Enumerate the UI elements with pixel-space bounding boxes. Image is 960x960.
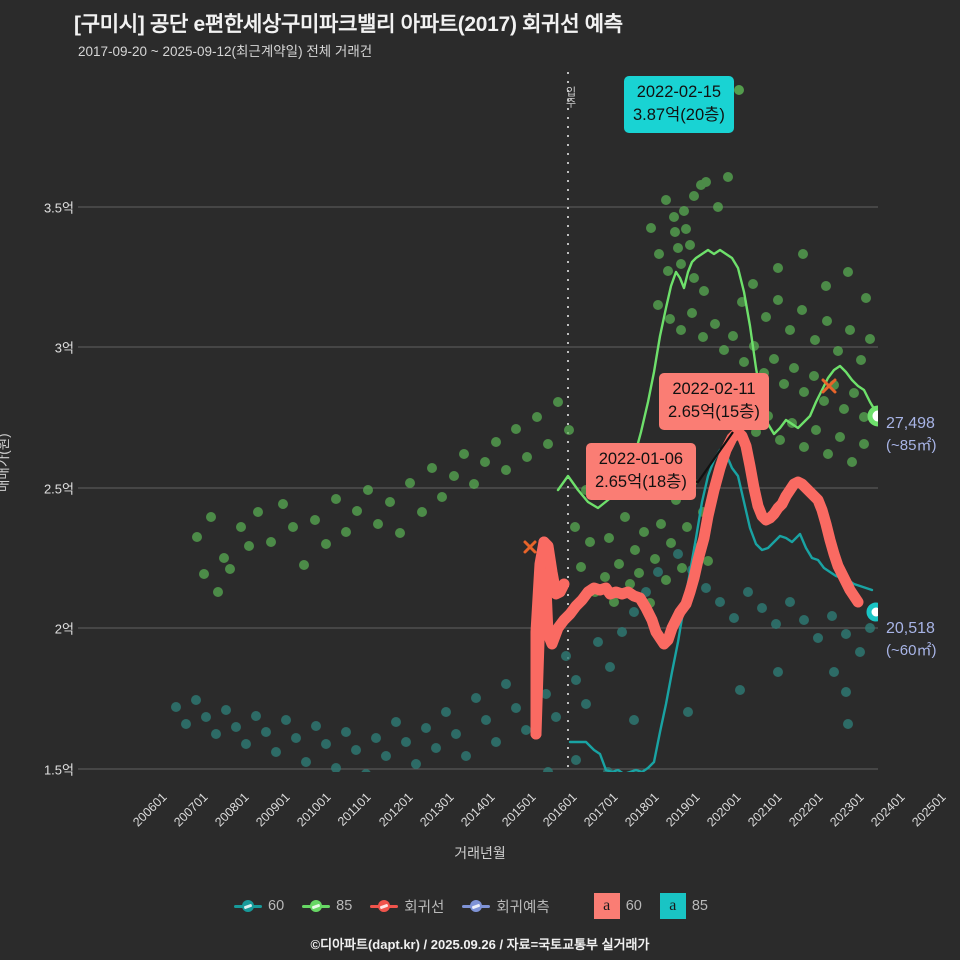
y-tick-1: 2억 — [54, 621, 74, 637]
regression-x-marker — [523, 378, 837, 554]
x-tick-15: 202101 — [745, 790, 785, 830]
x-tick-13: 201901 — [663, 790, 703, 830]
tooltip-regression-2-date: 2022-01-06 — [598, 450, 684, 468]
end-label-60-area: (~60㎡) — [886, 642, 937, 660]
x-tick-4: 201001 — [294, 790, 334, 830]
page-title: [구미시] 공단 e편한세상구미파크밸리 아파트(2017) 회귀선 예측 — [74, 13, 623, 36]
plot-area: 입주 — [78, 72, 878, 772]
line-dot-icon — [462, 898, 491, 914]
end-label-60: 20,518 (~60㎡) — [886, 617, 936, 662]
chart-canvas — [78, 72, 878, 772]
y-tick-3: 3억 — [54, 340, 74, 356]
annotation-swatch-60: a — [593, 893, 620, 919]
end-label-85: 27,498 (~85㎡) — [886, 412, 936, 457]
tooltip-regression-2-value: 2.65억(18층) — [595, 472, 687, 491]
end-label-85-value: 27,498 — [886, 415, 935, 432]
legend: 60 85 회귀선 회귀예측 a 60 a 85 — [0, 885, 960, 927]
x-tick-16: 202201 — [786, 790, 826, 830]
gridlines — [78, 206, 878, 770]
legend-item-annotation-85[interactable]: a 85 — [659, 893, 708, 919]
scatter-60 — [171, 549, 875, 772]
x-tick-12: 201801 — [622, 790, 662, 830]
annotation-swatch-85: a — [659, 893, 686, 919]
x-tick-11: 201701 — [581, 790, 621, 830]
x-tick-1: 200701 — [171, 790, 211, 830]
legend-item-85[interactable]: 85 — [302, 898, 352, 914]
tooltip-regression-1[interactable]: 2022-02-11 2.65억(15층) — [659, 373, 769, 430]
tooltip-regression-2[interactable]: 2022-01-06 2.65억(18층) — [586, 443, 696, 500]
x-axis-title: 거래년월 — [454, 845, 506, 861]
y-tick-0: 1.5억 — [43, 762, 74, 778]
x-tick-3: 200901 — [253, 790, 293, 830]
legend-item-regression-forecast[interactable]: 회귀예측 — [462, 896, 550, 917]
legend-label-60: 60 — [268, 898, 285, 914]
legend-item-regression[interactable]: 회귀선 — [370, 896, 444, 917]
legend-item-annotation-60[interactable]: a 60 — [593, 893, 642, 919]
page-subtitle: 2017-09-20 ~ 2025-09-12(최근계약일) 전체 거래건 — [78, 44, 373, 59]
x-tick-10: 201601 — [540, 790, 580, 830]
x-tick-0: 200601 — [130, 790, 170, 830]
x-axis: 200601 200701 200801 200901 201001 20110… — [0, 790, 960, 850]
end-dot-60 — [866, 602, 878, 622]
x-tick-19: 202501 — [909, 790, 949, 830]
x-tick-2: 200801 — [212, 790, 252, 830]
line-dot-icon — [234, 898, 263, 914]
legend-label-annotation-85: 85 — [691, 898, 708, 914]
line-dot-icon — [370, 898, 399, 914]
legend-item-60[interactable]: 60 — [234, 898, 284, 914]
line-dot-icon — [302, 898, 331, 914]
end-label-85-area: (~85㎡) — [886, 437, 937, 455]
x-tick-5: 201101 — [334, 790, 374, 829]
legend-label-85: 85 — [336, 898, 353, 914]
tooltip-peak-85-value: 3.87억(20층) — [633, 105, 725, 124]
end-label-60-value: 20,518 — [886, 620, 935, 637]
end-dot-85 — [867, 405, 878, 427]
tooltip-peak-85-date: 2022-02-15 — [636, 83, 722, 101]
legend-label-annotation-60: 60 — [625, 898, 642, 914]
x-tick-8: 201401 — [458, 790, 498, 830]
tooltip-regression-1-value: 2.65억(15층) — [668, 402, 760, 421]
y-tick-4: 3.5억 — [43, 200, 74, 216]
x-tick-17: 202301 — [827, 790, 867, 830]
x-tick-7: 201301 — [417, 790, 457, 830]
x-tick-9: 201501 — [499, 790, 539, 830]
tooltip-peak-85[interactable]: 2022-02-15 3.87억(20층) — [624, 76, 734, 133]
regression-line — [530, 426, 864, 740]
y-axis: 매매가(원) 3.5억 3억 2.5억 2억 1.5억 — [0, 72, 74, 778]
move-in-label: 입주 — [564, 86, 576, 108]
tooltip-regression-1-date: 2022-02-11 — [672, 380, 756, 398]
x-tick-18: 202401 — [868, 790, 908, 830]
x-tick-6: 201201 — [376, 790, 416, 830]
legend-label-regression-forecast: 회귀예측 — [496, 899, 550, 916]
footer-credit: ©디아파트(dapt.kr) / 2025.09.26 / 자료=국토교통부 실… — [310, 937, 650, 952]
regression-line-start — [530, 536, 570, 740]
y-tick-2: 2.5억 — [43, 481, 74, 497]
x-tick-14: 202001 — [704, 790, 744, 830]
tip-cyan-dot — [734, 85, 744, 95]
legend-label-regression: 회귀선 — [404, 899, 445, 916]
y-axis-title: 매매가(원) — [0, 433, 11, 492]
